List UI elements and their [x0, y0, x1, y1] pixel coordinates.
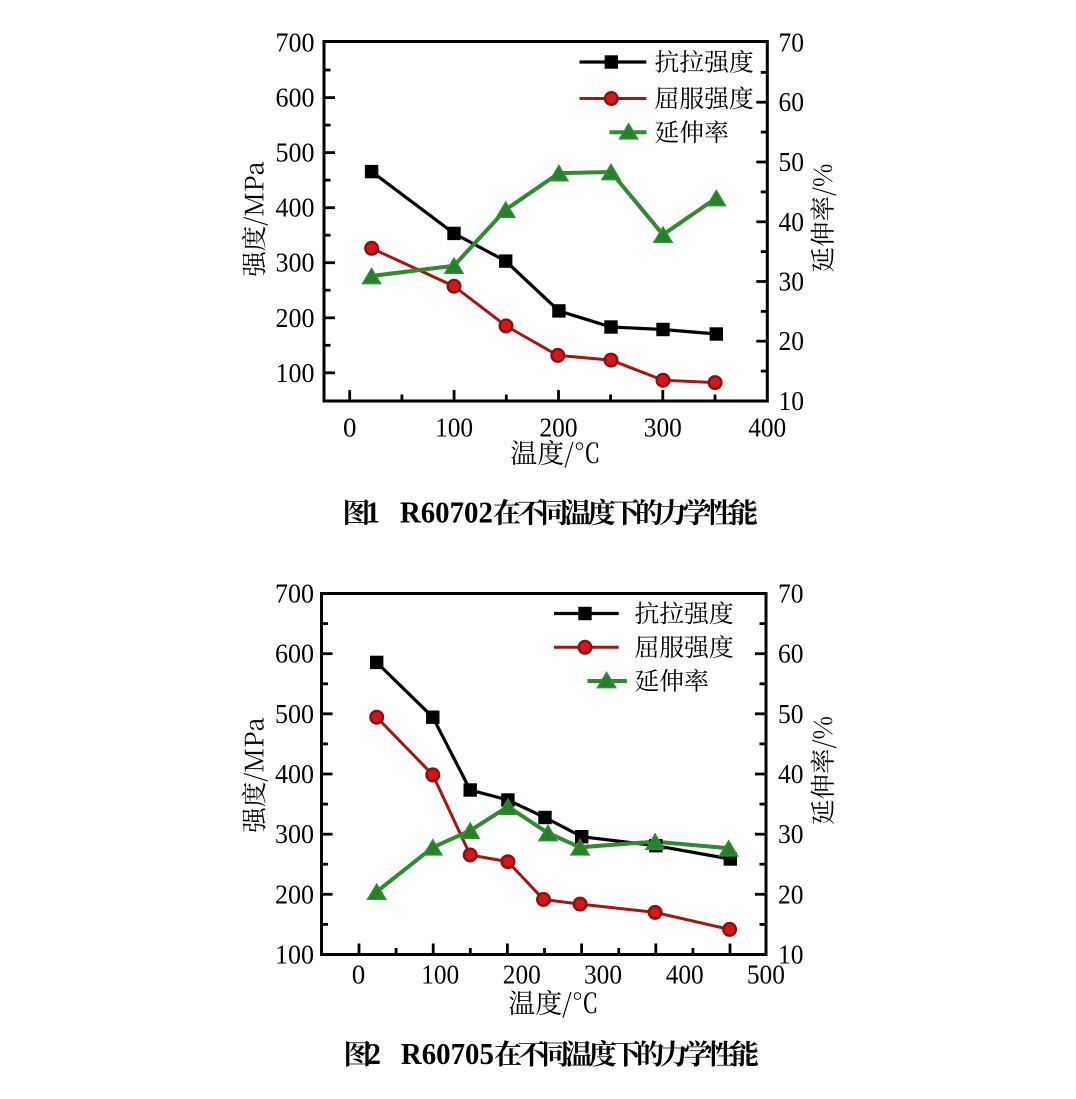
svg-text:500: 500 [276, 138, 315, 168]
svg-text:700: 700 [276, 28, 315, 58]
svg-text:600: 600 [275, 639, 314, 669]
svg-text:30: 30 [779, 267, 805, 297]
svg-text:R60705: R60705 [401, 1037, 494, 1071]
svg-text:600: 600 [276, 83, 315, 113]
svg-text:70: 70 [779, 28, 805, 58]
svg-text:100: 100 [275, 940, 314, 970]
svg-text:60: 60 [779, 87, 805, 117]
svg-text:20: 20 [779, 326, 805, 356]
svg-text:200: 200 [503, 960, 541, 990]
svg-text:100: 100 [421, 960, 459, 990]
svg-text:400: 400 [666, 960, 704, 990]
svg-text:40: 40 [779, 207, 805, 237]
svg-text:700: 700 [275, 579, 314, 609]
svg-text:0: 0 [343, 413, 357, 443]
svg-text:30: 30 [778, 819, 804, 849]
svg-text:100: 100 [435, 413, 473, 443]
svg-text:500: 500 [747, 960, 785, 990]
svg-text:60: 60 [778, 639, 804, 669]
svg-text:40: 40 [778, 759, 804, 789]
svg-text:2: 2 [367, 1037, 381, 1071]
svg-text:50: 50 [778, 699, 804, 729]
svg-text:300: 300 [276, 248, 315, 278]
svg-text:1: 1 [366, 496, 380, 530]
svg-text:300: 300 [584, 960, 622, 990]
svg-text:200: 200 [540, 413, 578, 443]
svg-text:10: 10 [778, 940, 804, 970]
svg-text:R60702: R60702 [400, 496, 493, 530]
svg-text:20: 20 [778, 879, 804, 909]
svg-text:300: 300 [644, 413, 682, 443]
svg-text:400: 400 [276, 193, 315, 223]
svg-text:300: 300 [275, 819, 314, 849]
svg-text:500: 500 [275, 699, 314, 729]
svg-text:50: 50 [779, 147, 805, 177]
svg-text:400: 400 [748, 413, 786, 443]
svg-text:200: 200 [276, 303, 315, 333]
svg-text:0: 0 [352, 960, 366, 990]
svg-text:400: 400 [275, 759, 314, 789]
svg-text:70: 70 [778, 579, 804, 609]
svg-text:200: 200 [275, 879, 314, 909]
svg-text:10: 10 [779, 386, 805, 416]
svg-text:100: 100 [276, 358, 315, 388]
